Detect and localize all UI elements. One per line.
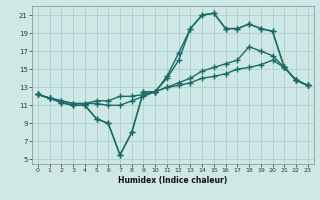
X-axis label: Humidex (Indice chaleur): Humidex (Indice chaleur) — [118, 176, 228, 185]
